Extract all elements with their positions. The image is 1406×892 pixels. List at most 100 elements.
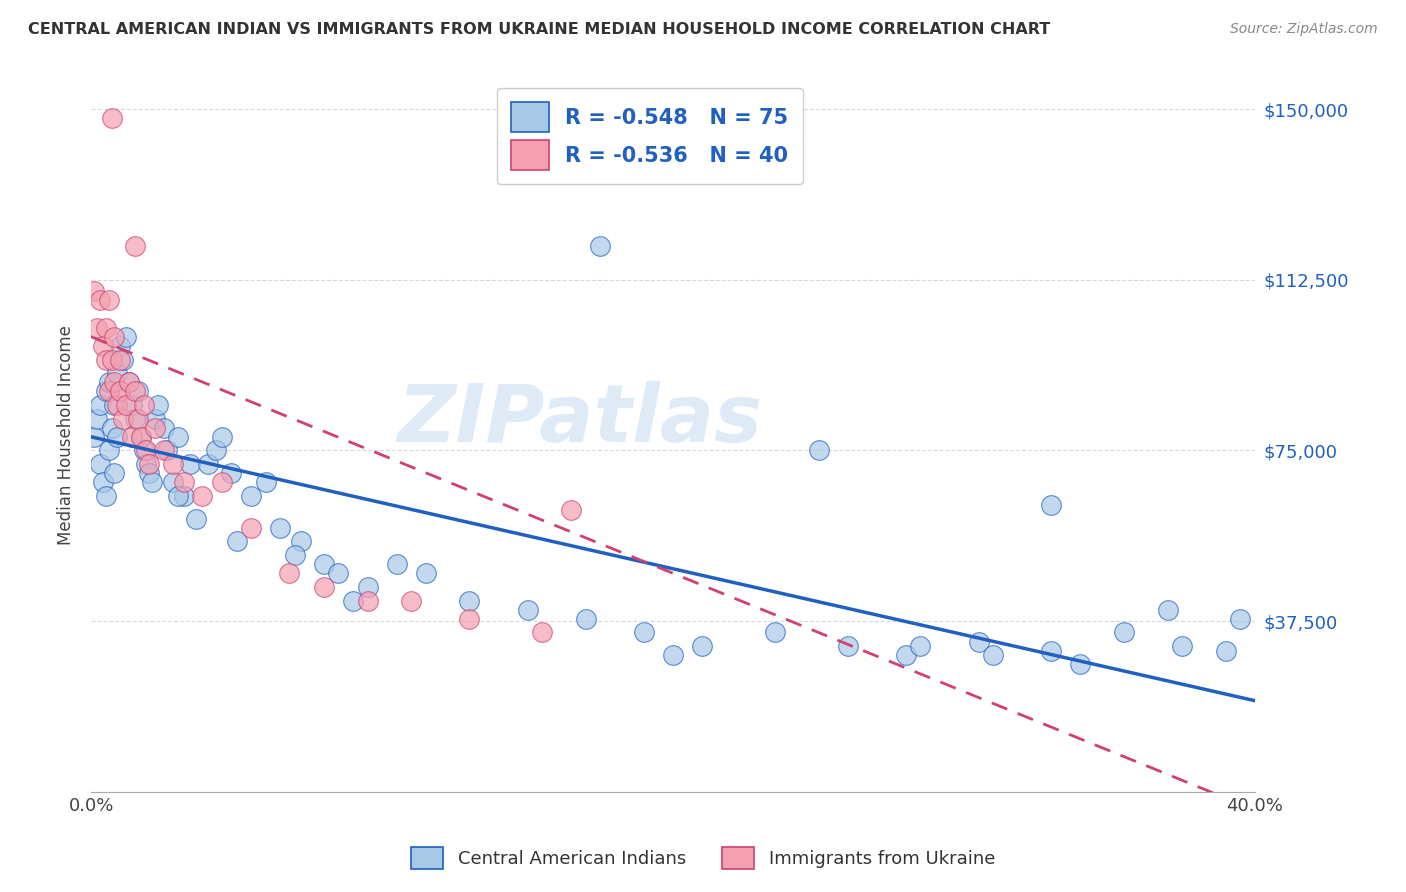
Point (124, 411, 146, 425)
Point (312, 558, 335, 572)
Point (100, 352, 122, 367)
Point (385, 558, 408, 572)
Point (97, 443, 120, 458)
Point (83, 430, 105, 444)
Point (173, 475, 195, 490)
Point (1229, 612, 1251, 626)
Point (110, 339, 132, 353)
Point (211, 430, 233, 444)
Point (278, 566, 301, 581)
Point (110, 352, 132, 367)
Point (127, 411, 149, 425)
Point (458, 612, 481, 626)
Point (184, 512, 207, 526)
Point (690, 639, 713, 653)
Point (138, 467, 160, 481)
Point (1112, 625, 1135, 640)
Point (910, 639, 932, 653)
Point (458, 593, 481, 607)
Point (86, 411, 108, 425)
Point (531, 625, 554, 640)
Point (83, 285, 105, 299)
Point (1171, 639, 1194, 653)
Text: ZIPatlas: ZIPatlas (398, 381, 762, 459)
Point (837, 639, 859, 653)
Y-axis label: Median Household Income: Median Household Income (58, 325, 75, 544)
Point (575, 612, 598, 626)
Point (103, 467, 125, 481)
Point (981, 648, 1004, 663)
Point (141, 475, 163, 490)
Point (254, 475, 277, 490)
Point (205, 443, 228, 458)
Legend: R = -0.548   N = 75, R = -0.536   N = 40: R = -0.548 N = 75, R = -0.536 N = 40 (496, 87, 803, 185)
Point (156, 443, 179, 458)
Point (135, 457, 157, 471)
Point (1157, 603, 1180, 617)
Point (97, 384, 120, 399)
Point (89, 398, 111, 412)
Point (894, 648, 917, 663)
Point (312, 580, 335, 594)
Point (807, 443, 830, 458)
Point (127, 384, 149, 399)
Point (356, 580, 378, 594)
Point (94, 352, 117, 367)
Point (143, 411, 166, 425)
Point (105, 366, 128, 380)
Point (112, 411, 135, 425)
Point (1069, 657, 1091, 672)
Point (129, 430, 152, 444)
Point (356, 593, 378, 607)
Point (135, 443, 157, 458)
Point (162, 457, 184, 471)
Point (415, 566, 437, 581)
Point (1040, 643, 1063, 657)
Point (132, 398, 155, 412)
Point (110, 384, 132, 399)
Point (153, 443, 176, 458)
Point (1215, 643, 1237, 657)
Point (589, 239, 612, 253)
Point (97, 376, 120, 390)
Point (662, 648, 685, 663)
Point (179, 457, 201, 471)
Point (121, 398, 143, 412)
Point (105, 398, 128, 412)
Point (124, 239, 146, 253)
Point (284, 548, 307, 562)
Point (197, 457, 219, 471)
Point (105, 430, 128, 444)
Point (129, 430, 152, 444)
Point (516, 603, 538, 617)
Point (118, 376, 141, 390)
Point (146, 398, 169, 412)
Point (328, 566, 350, 581)
Point (110, 384, 132, 399)
Point (94, 384, 117, 399)
Point (225, 534, 247, 549)
Point (121, 430, 143, 444)
Point (763, 625, 786, 640)
Point (118, 376, 141, 390)
Point (103, 330, 125, 344)
Point (89, 457, 111, 471)
Point (112, 352, 135, 367)
Point (86, 320, 108, 334)
Point (138, 457, 160, 471)
Point (167, 489, 190, 503)
Point (162, 475, 184, 490)
Point (115, 398, 138, 412)
Point (173, 489, 195, 503)
Point (560, 502, 582, 516)
Point (94, 489, 117, 503)
Point (399, 593, 422, 607)
Point (143, 421, 166, 435)
Point (269, 521, 291, 535)
Point (132, 443, 155, 458)
Point (167, 430, 190, 444)
Point (103, 398, 125, 412)
Point (190, 489, 212, 503)
Point (124, 384, 146, 399)
Point (967, 634, 990, 648)
